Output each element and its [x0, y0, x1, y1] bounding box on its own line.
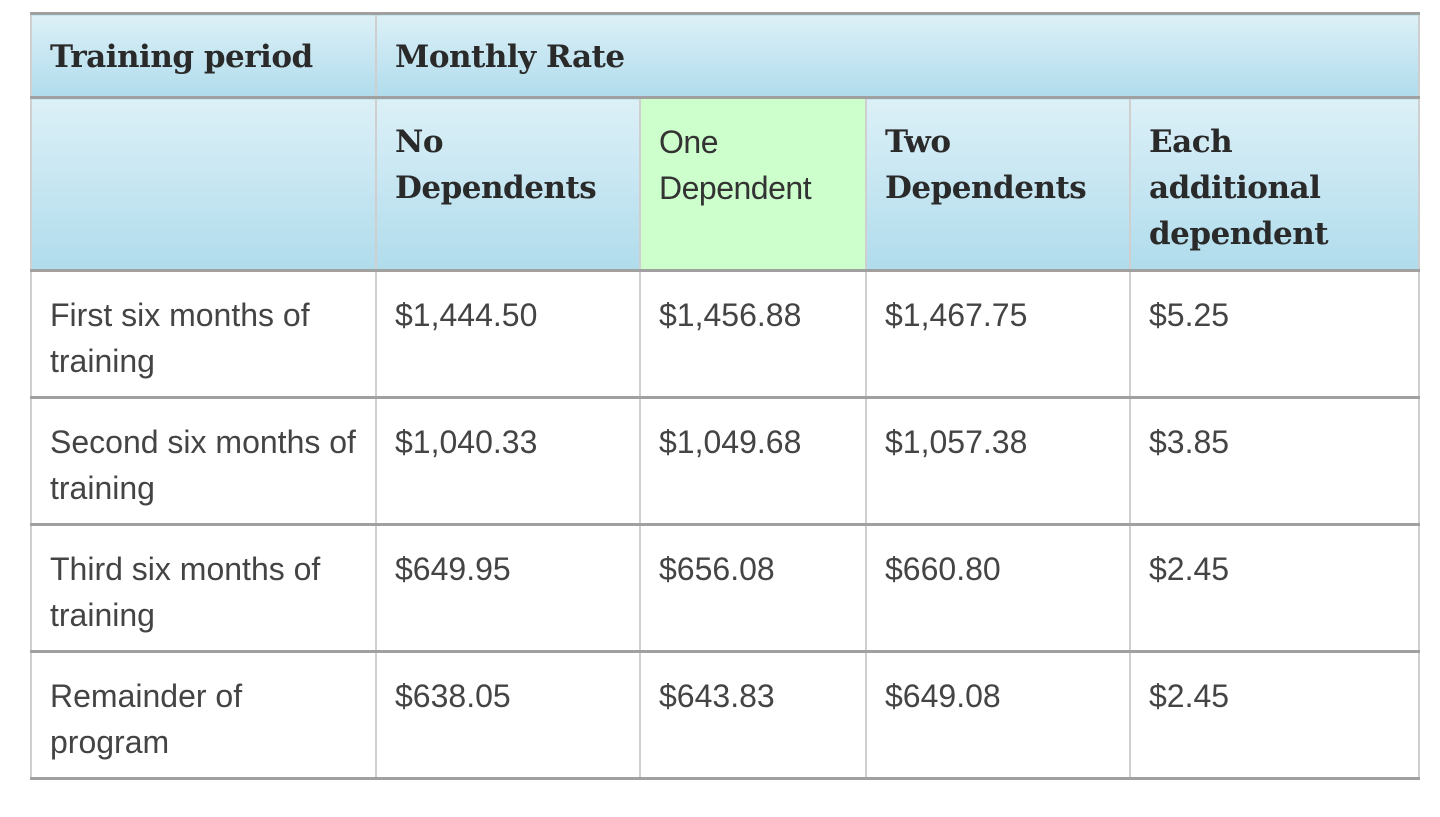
table-row: Remainder of program $638.05 $643.83 $64…	[30, 650, 1421, 780]
period-cell: Second six months of training	[30, 396, 377, 526]
subheader-one-dependent: One Dependent	[639, 96, 867, 272]
subheader-empty	[30, 96, 377, 272]
subheader-row: No Dependents One Dependent Two Dependen…	[30, 96, 1421, 272]
rate-cell: $1,049.68	[639, 396, 867, 526]
rate-cell: $2.45	[1128, 650, 1421, 780]
header-monthly-rate: Monthly Rate	[374, 12, 1421, 99]
period-cell: Remainder of program	[30, 650, 377, 780]
rate-cell: $1,444.50	[375, 269, 641, 399]
period-cell: Third six months of training	[30, 523, 377, 653]
rate-cell: $643.83	[639, 650, 867, 780]
rate-cell: $649.95	[375, 523, 641, 653]
table-row: First six months of training $1,444.50 $…	[30, 269, 1421, 399]
rate-cell: $656.08	[639, 523, 867, 653]
subheader-no-dependents: No Dependents	[375, 96, 641, 272]
rate-cell: $1,456.88	[639, 269, 867, 399]
rate-cell: $1,057.38	[865, 396, 1131, 526]
rate-cell: $2.45	[1128, 523, 1421, 653]
period-cell: First six months of training	[30, 269, 377, 399]
rate-cell: $1,040.33	[375, 396, 641, 526]
header-training-period: Training period	[30, 12, 377, 99]
subheader-each-additional: Each additional dependent	[1128, 96, 1421, 272]
header-row: Training period Monthly Rate	[30, 12, 1421, 99]
rate-cell: $1,467.75	[865, 269, 1131, 399]
rate-cell: $649.08	[865, 650, 1131, 780]
rate-cell: $638.05	[375, 650, 641, 780]
table-row: Second six months of training $1,040.33 …	[30, 396, 1421, 526]
table-row: Third six months of training $649.95 $65…	[30, 523, 1421, 653]
rate-cell: $660.80	[865, 523, 1131, 653]
rate-cell: $3.85	[1128, 396, 1421, 526]
monthly-rate-table: Training period Monthly Rate No Dependen…	[30, 12, 1421, 780]
rate-cell: $5.25	[1128, 269, 1421, 399]
subheader-two-dependents: Two Dependents	[865, 96, 1131, 272]
